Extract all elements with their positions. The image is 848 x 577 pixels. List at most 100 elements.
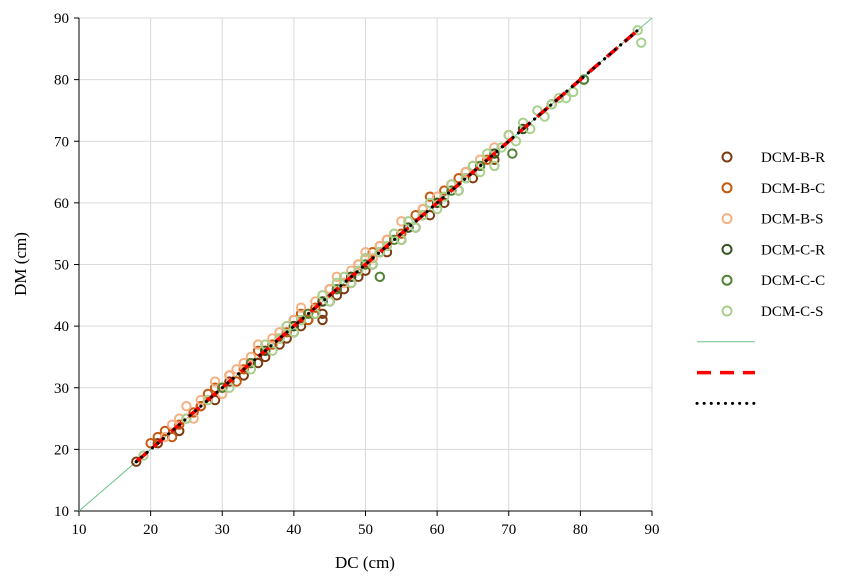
data-point — [496, 142, 507, 153]
data-point — [281, 320, 292, 332]
data-point — [274, 333, 285, 344]
data-point — [188, 407, 199, 418]
data-point — [295, 302, 307, 313]
data-point — [460, 166, 471, 178]
data-point — [553, 92, 565, 104]
data-point — [238, 364, 249, 375]
data-point — [260, 345, 271, 356]
data-point — [439, 185, 450, 196]
data-point — [507, 148, 518, 159]
y-tick-label: 40 — [54, 319, 69, 335]
data-point — [403, 222, 414, 233]
x-tick-labels: 10 20 30 40 50 60 70 80 90 — [72, 522, 660, 538]
legend-marker — [721, 213, 733, 225]
data-points — [131, 25, 647, 467]
data-point — [181, 413, 192, 424]
data-point — [252, 357, 264, 369]
data-point — [381, 240, 393, 252]
legend-label: DCM-B-R — [761, 150, 825, 166]
data-point — [231, 364, 242, 375]
y-tick-label: 20 — [54, 442, 69, 458]
x-tick-label: 60 — [430, 522, 445, 538]
data-point — [181, 401, 192, 412]
data-point — [202, 394, 214, 406]
data-point — [424, 210, 436, 221]
data-point — [245, 357, 257, 369]
data-point — [396, 228, 407, 239]
x-tick-label: 50 — [358, 522, 373, 538]
data-point — [166, 431, 178, 443]
data-point — [353, 265, 364, 276]
data-point — [331, 271, 343, 283]
data-point — [174, 419, 185, 430]
data-point — [138, 450, 149, 461]
data-point — [396, 216, 407, 227]
data-point — [482, 154, 493, 165]
series-dcm-b-r — [131, 154, 500, 467]
data-point — [403, 216, 414, 227]
y-tick-label: 90 — [54, 11, 69, 27]
data-point — [489, 148, 500, 159]
legend-marker — [721, 151, 733, 163]
data-point — [446, 185, 457, 196]
data-point — [310, 302, 321, 313]
data-point — [231, 376, 242, 387]
data-point — [439, 191, 450, 202]
data-point — [474, 154, 486, 165]
data-point — [360, 259, 371, 270]
x-tick-label: 40 — [286, 522, 301, 538]
data-point — [217, 388, 228, 400]
legend-marker — [721, 182, 733, 194]
data-point — [159, 431, 171, 443]
data-point — [338, 277, 350, 289]
data-point — [410, 222, 421, 233]
data-point — [303, 308, 314, 319]
data-point — [360, 246, 371, 258]
data-point — [317, 296, 328, 307]
data-point — [195, 401, 206, 412]
x-tick-label: 20 — [143, 522, 158, 538]
y-tick-labels: 10 20 30 40 50 60 70 80 90 — [54, 11, 69, 520]
data-point — [517, 123, 529, 135]
red-dashed-line-overlay — [135, 28, 639, 464]
data-point — [632, 25, 643, 36]
data-point — [474, 160, 486, 172]
data-point — [338, 283, 350, 295]
data-point — [374, 246, 386, 258]
data-point — [388, 234, 400, 246]
data-point — [331, 283, 343, 295]
grid-lines — [79, 17, 653, 511]
data-point — [317, 308, 328, 319]
data-point — [288, 320, 300, 332]
data-point — [303, 314, 314, 326]
data-point — [568, 86, 579, 98]
data-point — [388, 228, 400, 239]
legend: DCM-B-R DCM-B-C DCM-B-S DCM-C-R DCM-C-C DCM-C… — [695, 150, 825, 405]
data-point — [374, 271, 386, 283]
axes — [74, 17, 653, 516]
y-tick-label: 80 — [54, 73, 69, 89]
data-point — [209, 376, 221, 387]
data-point — [474, 166, 486, 178]
data-point — [345, 271, 357, 283]
data-point — [267, 333, 278, 344]
data-point — [281, 327, 292, 338]
x-tick-label: 30 — [215, 522, 230, 538]
legend-marker — [721, 305, 733, 317]
x-tick-label: 10 — [72, 522, 87, 538]
x-axis-title: DC (cm) — [335, 553, 395, 572]
legend-marker — [721, 274, 733, 286]
legend-marker — [721, 243, 733, 255]
data-point — [152, 438, 163, 449]
data-point — [424, 191, 436, 202]
legend-label: DCM-B-S — [761, 212, 824, 228]
data-point — [460, 173, 471, 184]
x-tick-label: 70 — [501, 522, 516, 538]
data-point — [131, 456, 142, 467]
data-point — [288, 327, 300, 338]
data-point — [267, 339, 278, 350]
data-point — [353, 259, 364, 270]
y-axis-title: DM (cm) — [11, 232, 30, 296]
data-point — [195, 394, 206, 406]
